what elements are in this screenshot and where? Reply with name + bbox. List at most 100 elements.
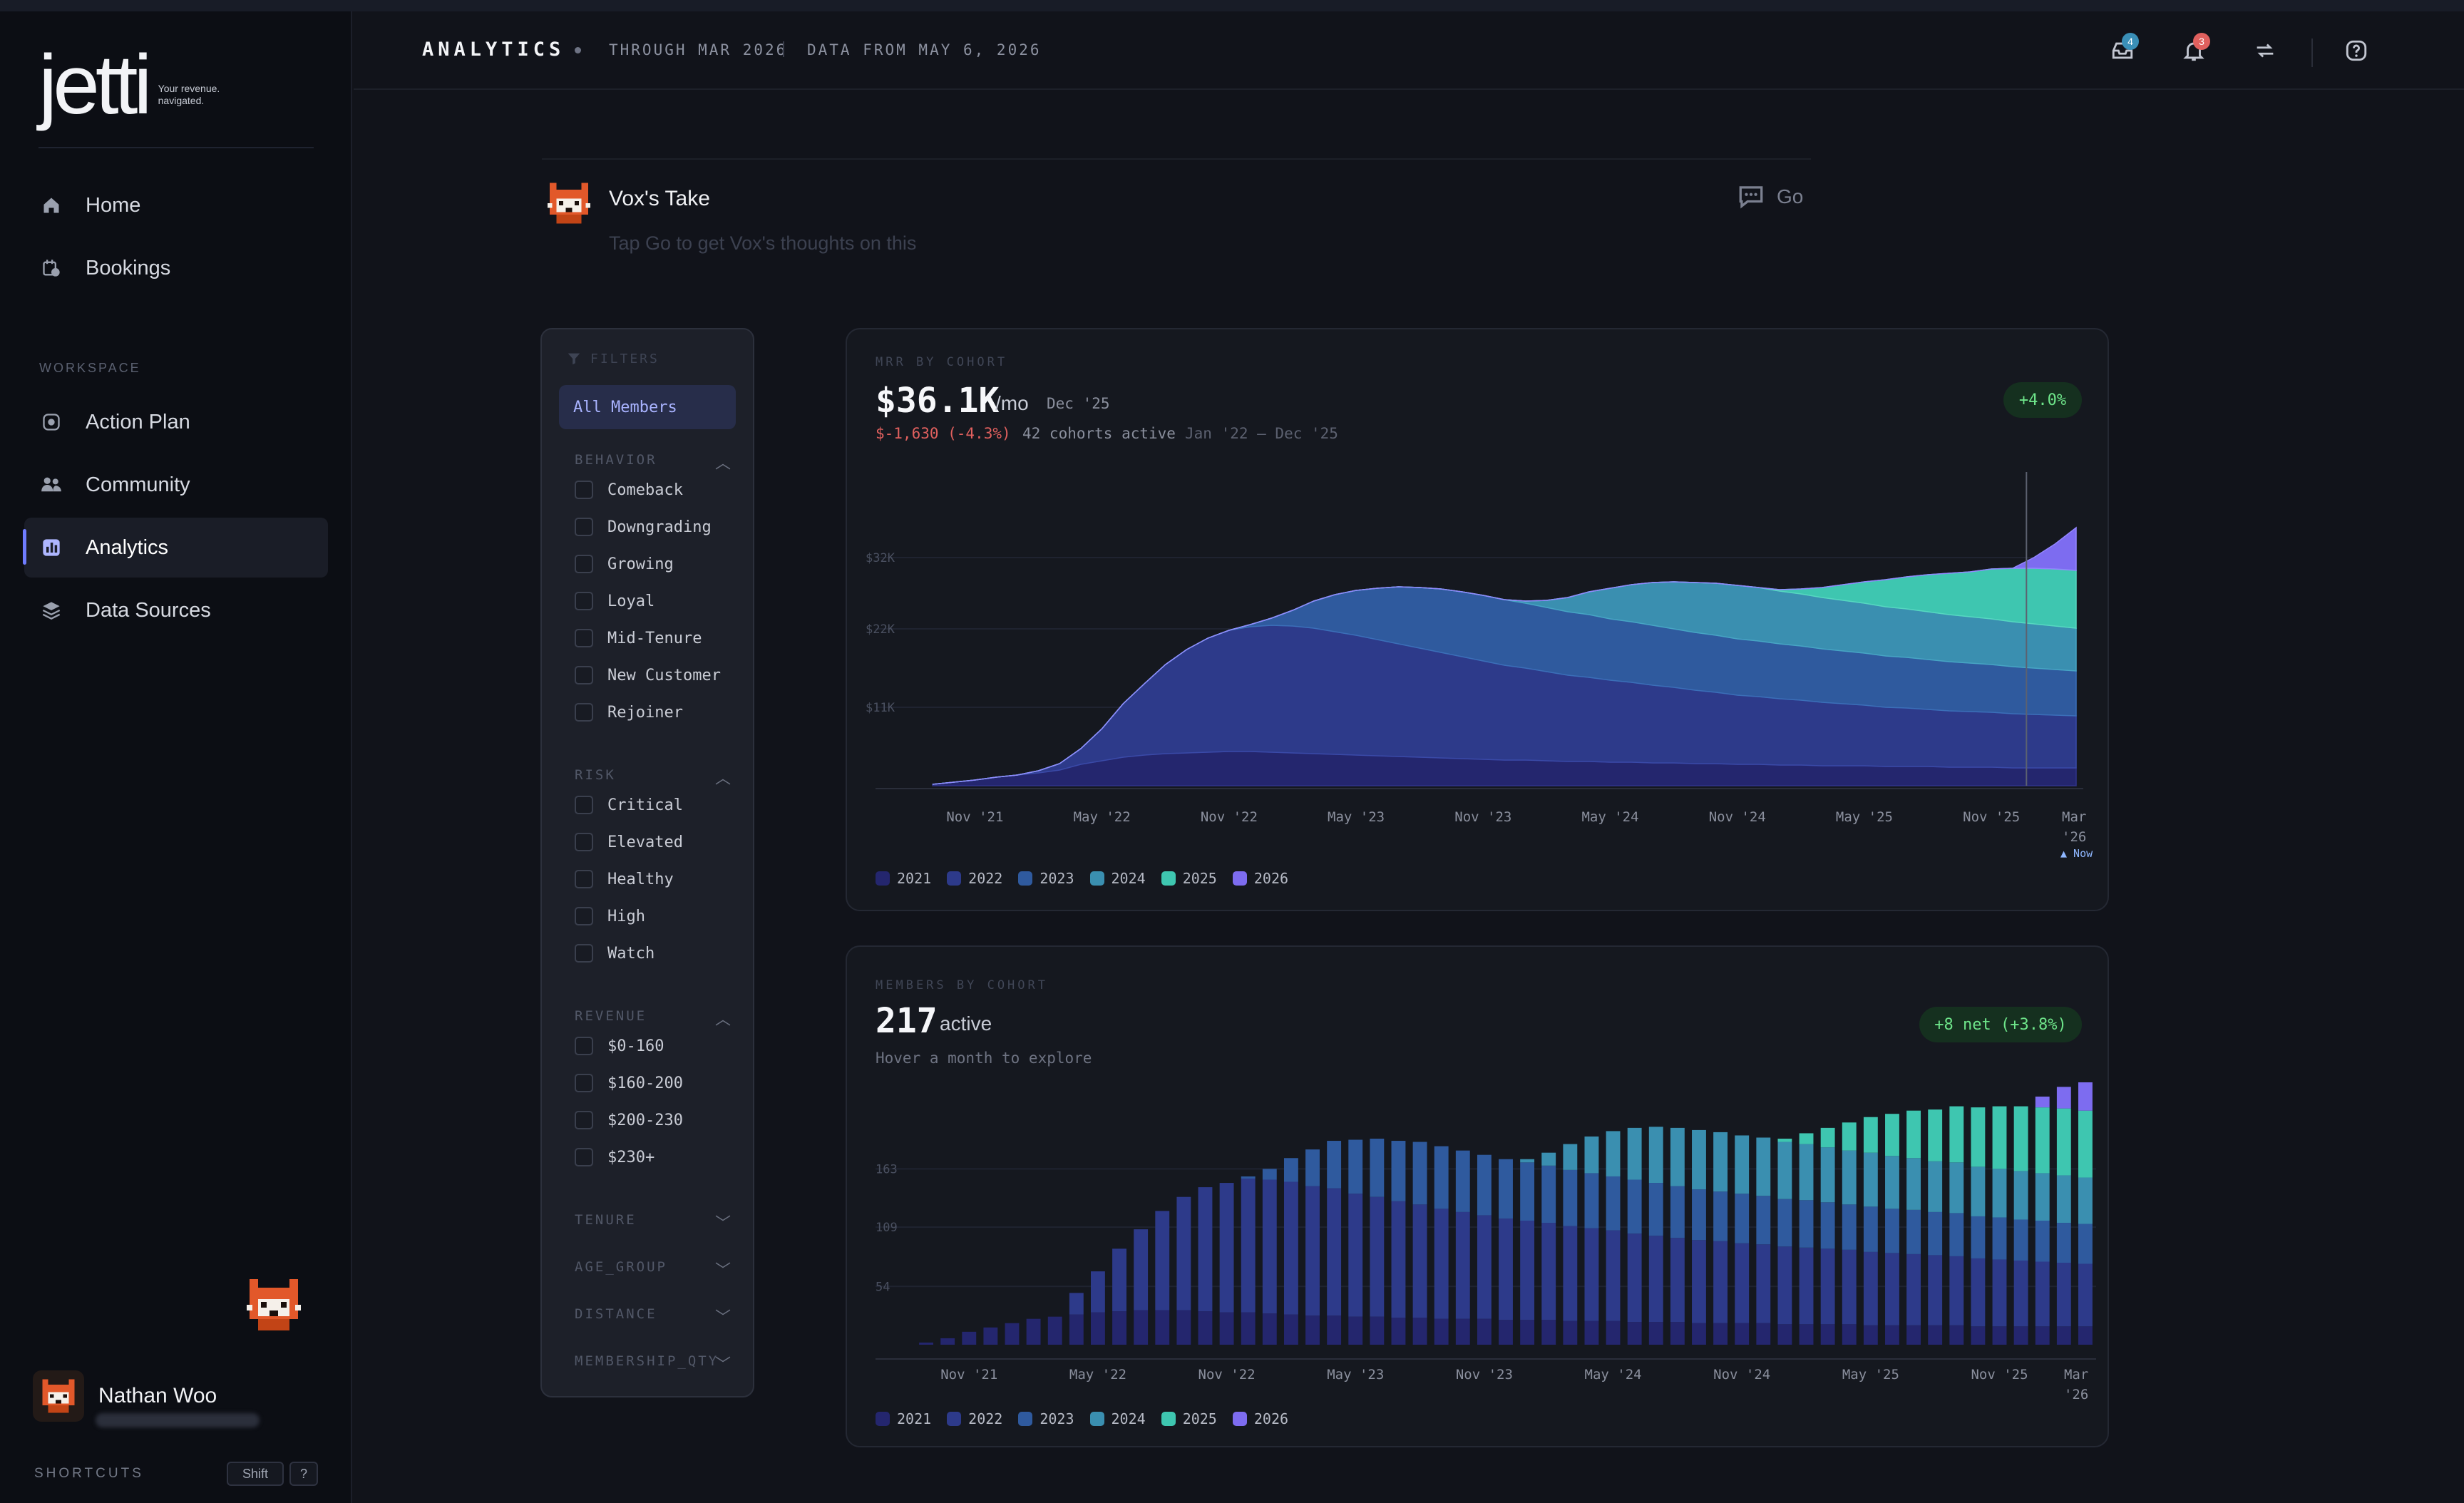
filter-option[interactable]: Elevated xyxy=(575,833,683,851)
mrr-chart[interactable]: $11K $22K $32K Nov '21 May '22 Nov '22 May '23… xyxy=(847,458,2110,864)
filter-section-behavior[interactable]: BEHAVIOR ︿ xyxy=(575,452,733,473)
bar-segment-2022[interactable] xyxy=(2056,1263,2071,1327)
bar-segment-2024[interactable] xyxy=(1627,1127,1642,1180)
checkbox[interactable] xyxy=(575,1037,593,1055)
bar-segment-2022[interactable] xyxy=(1241,1178,1256,1313)
filter-section-age-group[interactable]: AGE_GROUP ﹀ xyxy=(575,1259,733,1280)
bar-segment-2021[interactable] xyxy=(1005,1323,1020,1345)
bar-segment-2024[interactable] xyxy=(1971,1166,1986,1216)
vox-go-button[interactable]: Go xyxy=(1737,184,1803,210)
checkbox[interactable] xyxy=(575,592,593,610)
bar-segment-2022[interactable] xyxy=(1627,1233,1642,1323)
bar-segment-2021[interactable] xyxy=(1348,1316,1363,1345)
bar-segment-2021[interactable] xyxy=(1412,1318,1427,1345)
filter-option[interactable]: $160-200 xyxy=(575,1074,683,1092)
sidebar-item-bookings[interactable]: Bookings xyxy=(24,238,328,298)
bar-segment-2022[interactable] xyxy=(1928,1255,1943,1325)
bar-segment-2024[interactable] xyxy=(2078,1177,2093,1224)
bar-segment-2023[interactable] xyxy=(1606,1176,1621,1231)
bar-segment-2021[interactable] xyxy=(1584,1320,1599,1345)
bar-segment-2023[interactable] xyxy=(1928,1211,1943,1256)
bar-segment-2021[interactable] xyxy=(1090,1312,1105,1345)
bar-segment-2022[interactable] xyxy=(1863,1251,1878,1325)
bar-segment-2024[interactable] xyxy=(1692,1129,1706,1190)
help-button[interactable] xyxy=(2339,33,2374,68)
bar-segment-2022[interactable] xyxy=(1262,1179,1277,1314)
legend-item-2026[interactable]: 2026 xyxy=(1232,870,1288,887)
bar-segment-2022[interactable] xyxy=(1735,1243,1750,1323)
bar-segment-2023[interactable] xyxy=(1820,1202,1835,1249)
legend-item-2023[interactable]: 2023 xyxy=(1018,870,1074,887)
bar-segment-2023[interactable] xyxy=(1412,1142,1427,1205)
filter-option[interactable]: Comeback xyxy=(575,481,683,499)
bar-segment-2024[interactable] xyxy=(1928,1161,1943,1212)
bar-segment-2021[interactable] xyxy=(1777,1324,1792,1345)
bar-segment-2022[interactable] xyxy=(1713,1241,1728,1323)
checkbox[interactable] xyxy=(575,703,593,722)
bar-segment-2024[interactable] xyxy=(1863,1152,1878,1207)
bar-segment-2024[interactable] xyxy=(1563,1144,1578,1170)
bar-segment-2025[interactable] xyxy=(1971,1107,1986,1167)
bar-segment-2025[interactable] xyxy=(1906,1110,1921,1159)
legend-item-2026[interactable]: 2026 xyxy=(1232,1410,1288,1427)
checkbox[interactable] xyxy=(575,666,593,684)
bar-segment-2021[interactable] xyxy=(1134,1310,1149,1345)
filter-option[interactable]: Downgrading xyxy=(575,518,712,536)
bar-segment-2021[interactable] xyxy=(1499,1320,1513,1345)
bar-segment-2022[interactable] xyxy=(1799,1247,1814,1325)
bar-segment-2023[interactable] xyxy=(1863,1206,1878,1252)
bar-segment-2021[interactable] xyxy=(1885,1325,1899,1345)
bar-segment-2022[interactable] xyxy=(1606,1230,1621,1321)
bar-segment-2022[interactable] xyxy=(1412,1204,1427,1318)
bar-segment-2022[interactable] xyxy=(1327,1188,1342,1316)
bar-segment-2024[interactable] xyxy=(1885,1156,1899,1209)
bar-segment-2022[interactable] xyxy=(1434,1209,1449,1319)
bar-segment-2021[interactable] xyxy=(1455,1318,1470,1345)
bar-segment-2021[interactable] xyxy=(1391,1318,1406,1345)
bar-segment-2022[interactable] xyxy=(1176,1196,1191,1310)
members-chart[interactable]: 54 109 163 Nov '21 May '22 Nov '22 May '23 Nov … xyxy=(847,1082,2110,1403)
filter-option[interactable]: New Customer xyxy=(575,666,721,684)
bar-segment-2024[interactable] xyxy=(1670,1127,1685,1186)
bar-segment-2025[interactable] xyxy=(1777,1139,1792,1142)
refresh-button[interactable] xyxy=(2247,33,2283,68)
bar-segment-2026[interactable] xyxy=(2056,1087,2071,1109)
bar-segment-2023[interactable] xyxy=(2013,1219,2028,1261)
bar-segment-2021[interactable] xyxy=(1906,1325,1921,1345)
bar-segment-2024[interactable] xyxy=(1906,1158,1921,1210)
bar-segment-2022[interactable] xyxy=(1305,1186,1320,1316)
filter-section-tenure[interactable]: TENURE ﹀ xyxy=(575,1212,733,1233)
filter-option[interactable]: Mid-Tenure xyxy=(575,629,702,647)
bar-segment-2021[interactable] xyxy=(1863,1325,1878,1345)
checkbox[interactable] xyxy=(575,1111,593,1129)
bar-segment-2021[interactable] xyxy=(1283,1314,1298,1345)
logo[interactable]: jetti Your revenue. navigated. xyxy=(38,43,237,127)
bar-segment-2022[interactable] xyxy=(1112,1248,1126,1312)
bar-segment-2021[interactable] xyxy=(1198,1311,1213,1345)
checkbox[interactable] xyxy=(575,833,593,851)
bar-segment-2022[interactable] xyxy=(1820,1248,1835,1325)
bar-segment-2022[interactable] xyxy=(1541,1223,1556,1320)
filter-option[interactable]: Rejoiner xyxy=(575,703,683,722)
bar-segment-2022[interactable] xyxy=(1842,1249,1857,1325)
user-profile[interactable]: Nathan Woo xyxy=(33,1370,217,1422)
bar-segment-2022[interactable] xyxy=(1885,1253,1899,1325)
bar-segment-2022[interactable] xyxy=(1906,1253,1921,1325)
bar-segment-2021[interactable] xyxy=(962,1331,977,1345)
bar-segment-2021[interactable] xyxy=(1563,1320,1578,1345)
filter-section-membership-qty[interactable]: MEMBERSHIP_QTY ﹀ xyxy=(575,1353,733,1374)
filter-option[interactable]: Watch xyxy=(575,944,654,963)
bar-segment-2023[interactable] xyxy=(1949,1213,1964,1256)
bar-segment-2021[interactable] xyxy=(1692,1323,1706,1345)
bar-segment-2022[interactable] xyxy=(1455,1211,1470,1319)
bar-segment-2023[interactable] xyxy=(1241,1176,1256,1179)
bar-segment-2023[interactable] xyxy=(1348,1139,1363,1194)
bar-segment-2023[interactable] xyxy=(2078,1224,2093,1264)
bar-segment-2025[interactable] xyxy=(2078,1110,2093,1178)
checkbox[interactable] xyxy=(575,518,593,536)
bar-segment-2025[interactable] xyxy=(1949,1106,1964,1163)
bar-segment-2023[interactable] xyxy=(1434,1146,1449,1209)
bar-segment-2023[interactable] xyxy=(1670,1186,1685,1238)
notifications-button[interactable]: 3 xyxy=(2176,33,2212,68)
bar-segment-2023[interactable] xyxy=(1777,1199,1792,1247)
